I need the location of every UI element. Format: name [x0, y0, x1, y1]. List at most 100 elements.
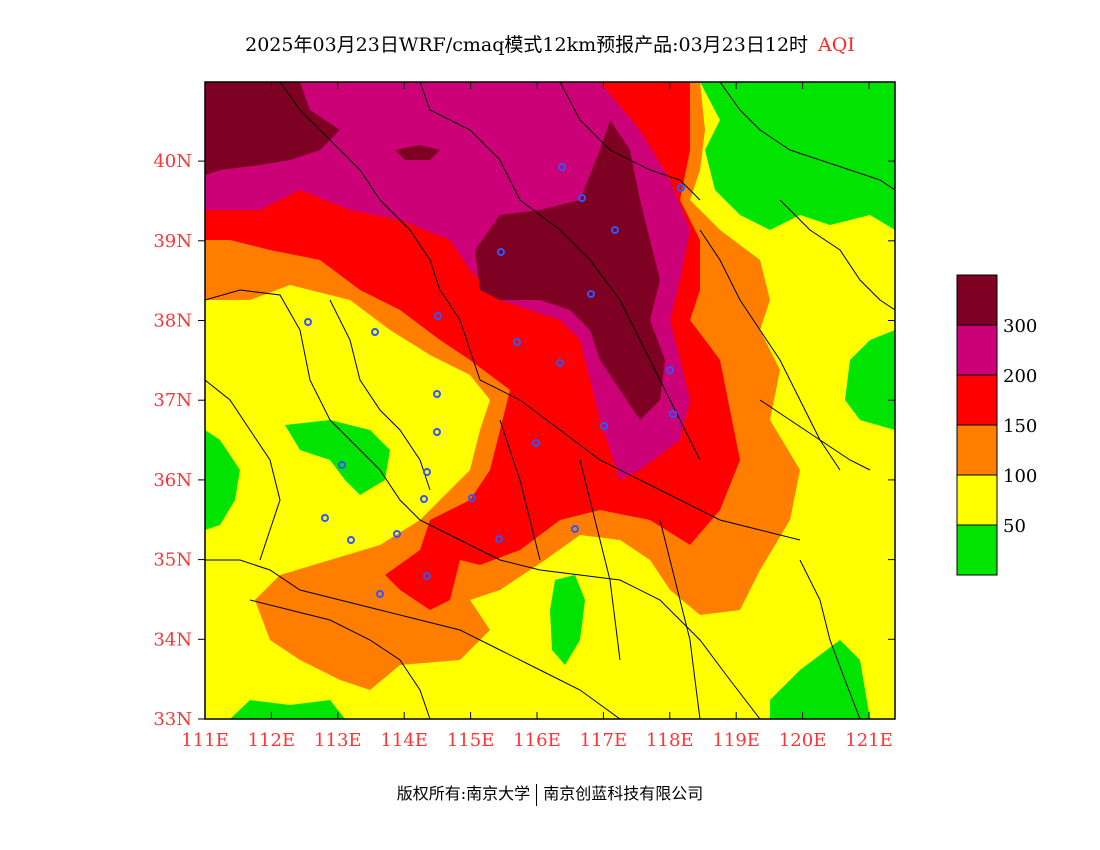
lon-label: 113E	[314, 730, 362, 751]
lat-label: 36N	[153, 470, 192, 491]
station-marker	[376, 590, 384, 598]
legend-swatch	[956, 274, 998, 326]
station-marker	[347, 536, 355, 544]
lon-label: 121E	[845, 730, 893, 751]
legend-swatch	[956, 524, 998, 576]
legend-label: 100	[1003, 466, 1037, 487]
lon-label: 119E	[712, 730, 760, 751]
lat-label: 40N	[153, 151, 192, 172]
boundary-line	[719, 82, 895, 191]
map-title: 2025年03月23日WRF/cmaq模式12km预报产品:03月23日12时 A…	[0, 30, 1100, 57]
zone-good-southeast	[770, 640, 870, 719]
station-marker	[338, 461, 346, 469]
boundary-line	[759, 399, 871, 471]
lon-label: 112E	[248, 730, 296, 751]
boundary-line	[419, 519, 761, 719]
latitude-axis: 33N 34N 35N 36N 37N 38N 39N 40N	[153, 151, 895, 730]
station-marker	[371, 328, 379, 336]
station-marker	[571, 525, 579, 533]
boundary-line	[205, 559, 621, 719]
copyright-left: 版权所有:南京大学	[396, 784, 531, 803]
station-marker	[669, 410, 677, 418]
lon-label: 115E	[447, 730, 495, 751]
boundary-line	[205, 289, 421, 521]
station-marker	[611, 226, 619, 234]
zone-hazardous-west	[205, 82, 340, 175]
boundary-line	[699, 229, 841, 471]
legend-swatch	[956, 324, 998, 376]
boundary-line	[249, 599, 431, 719]
station-marker	[600, 422, 608, 430]
station-marker	[423, 468, 431, 476]
lat-label: 37N	[153, 390, 192, 411]
legend-label: 50	[1003, 516, 1026, 537]
boundary-line	[279, 82, 481, 381]
boundary-line	[419, 82, 701, 461]
station-marker	[433, 390, 441, 398]
legend-swatch	[956, 424, 998, 476]
stations	[304, 163, 685, 598]
legend-swatch	[956, 374, 998, 426]
zone-hazardous-small	[395, 145, 440, 160]
boundary-line	[779, 199, 895, 311]
lat-label: 38N	[153, 311, 192, 332]
admin-boundaries	[205, 82, 895, 719]
station-marker	[433, 428, 441, 436]
legend-label: 200	[1003, 366, 1037, 387]
lon-label: 118E	[646, 730, 694, 751]
station-marker	[666, 366, 674, 374]
lat-label: 39N	[153, 231, 192, 252]
station-marker	[468, 494, 476, 502]
boundary-line	[329, 299, 431, 491]
aqi-legend: 50 100 150 200 300	[956, 274, 1037, 576]
title-variable: AQI	[818, 34, 855, 56]
station-marker	[677, 184, 685, 192]
lat-label: 34N	[153, 629, 192, 650]
station-marker	[497, 248, 505, 256]
zone-good-southwest	[230, 700, 345, 719]
lon-label: 114E	[380, 730, 428, 751]
station-marker	[513, 338, 521, 346]
station-marker	[420, 495, 428, 503]
title-main: 2025年03月23日WRF/cmaq模式12km预报产品:03月23日12时	[245, 34, 809, 56]
lat-label: 33N	[153, 709, 192, 730]
boundary-line	[499, 419, 541, 561]
lon-label: 120E	[779, 730, 827, 751]
copyright-footer: 版权所有:南京大学 南京创蓝科技有限公司	[0, 780, 1100, 806]
zone-hazardous-center	[475, 120, 665, 420]
boundary-line	[479, 379, 801, 541]
station-marker	[532, 439, 540, 447]
zone-good-west	[205, 430, 240, 530]
station-marker	[587, 290, 595, 298]
station-marker	[495, 535, 503, 543]
boundary-line	[579, 459, 621, 661]
aqi-field	[205, 82, 895, 719]
station-marker	[423, 572, 431, 580]
legend-label: 150	[1003, 416, 1037, 437]
station-marker	[321, 514, 329, 522]
copyright-right: 南京创蓝科技有限公司	[543, 784, 704, 803]
lat-label: 35N	[153, 550, 192, 571]
zone-good-central	[285, 420, 390, 495]
zone-good-east-coast	[845, 330, 895, 430]
lon-label: 117E	[580, 730, 628, 751]
station-marker	[558, 163, 566, 171]
boundary-line	[205, 379, 281, 561]
legend-label: 300	[1003, 316, 1037, 337]
station-marker	[304, 318, 312, 326]
station-marker	[556, 359, 564, 367]
station-marker	[434, 312, 442, 320]
station-marker	[578, 194, 586, 202]
footer-separator	[536, 783, 538, 806]
longitude-axis: 111E 112E 113E 114E 115E 116E 117E 118E 119E 120E…	[181, 82, 893, 751]
legend-swatch	[956, 474, 998, 526]
boundary-line	[659, 519, 701, 719]
boundary-line	[559, 82, 701, 201]
zone-good-south	[550, 575, 585, 665]
zone-very-unhealthy	[205, 82, 690, 480]
boundary-line	[799, 559, 861, 719]
lon-label: 111E	[181, 730, 229, 751]
station-marker	[393, 530, 401, 538]
lon-label: 116E	[513, 730, 561, 751]
